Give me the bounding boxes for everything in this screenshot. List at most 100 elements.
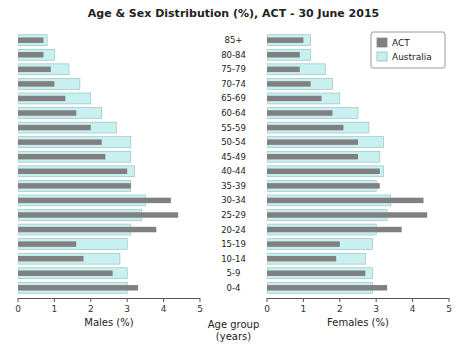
legend-label: ACT	[392, 38, 410, 48]
category-label: 45-49	[221, 152, 246, 162]
bar	[18, 212, 178, 217]
category-label: 0-4	[227, 283, 241, 293]
category-label: 85+	[225, 35, 243, 45]
tick-label: 0	[264, 304, 270, 314]
bar	[267, 37, 303, 42]
category-label: 15-19	[221, 239, 246, 249]
bar	[267, 285, 387, 290]
bar	[267, 256, 336, 261]
tick	[339, 298, 340, 302]
tick-label: 1	[52, 304, 58, 314]
bar	[18, 67, 51, 72]
category-label: 40-44	[221, 166, 246, 176]
bar	[18, 154, 105, 159]
bar	[267, 122, 369, 133]
bar	[18, 37, 43, 42]
tick	[54, 298, 55, 302]
bar	[267, 139, 358, 144]
bar	[267, 166, 383, 177]
plot-left	[18, 35, 178, 294]
bar	[18, 198, 171, 203]
tick	[303, 298, 304, 302]
x-axis	[267, 298, 449, 299]
bar	[267, 96, 322, 101]
bar	[18, 253, 120, 264]
tick-label: 4	[410, 304, 416, 314]
bar	[267, 78, 333, 89]
bar	[267, 169, 380, 174]
tick-label: 5	[446, 304, 452, 314]
tick-label: 0	[15, 304, 21, 314]
bar	[267, 268, 373, 279]
bar	[267, 271, 365, 276]
category-label: 20-24	[221, 225, 246, 235]
bar	[267, 253, 365, 264]
category-label: 70-74	[221, 79, 246, 89]
axis-label: Females (%)	[327, 317, 389, 328]
bar	[18, 93, 91, 104]
tick-label: 3	[124, 304, 130, 314]
legend-swatch	[377, 38, 387, 47]
bar	[18, 268, 127, 279]
legend-swatch	[377, 52, 387, 61]
tick-label: 2	[337, 304, 343, 314]
bar	[267, 239, 373, 250]
tick-label: 4	[161, 304, 167, 314]
bar	[18, 139, 102, 144]
category-label: 55-59	[221, 123, 246, 133]
category-label: 75-79	[221, 64, 246, 74]
legend-frame	[371, 32, 445, 68]
title: Age & Sex Distribution (%), ACT - 30 Jun…	[88, 7, 379, 20]
bar	[18, 125, 91, 130]
chart: Age & Sex Distribution (%), ACT - 30 Jun…	[0, 0, 467, 360]
category-label: 65-69	[221, 93, 246, 103]
bar	[18, 166, 134, 177]
legend-label: Australia	[392, 52, 432, 62]
bar	[18, 96, 65, 101]
bar	[18, 239, 127, 250]
bar	[18, 241, 76, 246]
bar	[267, 108, 358, 119]
bar	[267, 212, 427, 217]
bar	[18, 122, 116, 133]
bar	[267, 52, 300, 57]
bar	[267, 154, 358, 159]
bar	[18, 49, 54, 60]
bar	[18, 227, 156, 232]
bar	[18, 81, 54, 86]
bar	[267, 64, 325, 75]
category-label: 10-14	[221, 254, 246, 264]
category-label: 80-84	[221, 50, 246, 60]
tick-label: 3	[373, 304, 379, 314]
tick	[90, 298, 91, 302]
bar	[18, 110, 76, 115]
bar	[18, 183, 131, 188]
bar	[267, 93, 340, 104]
tick	[412, 298, 413, 302]
bar	[18, 108, 102, 119]
axis-label: Age group(years)	[208, 319, 260, 342]
bar	[18, 137, 131, 148]
bar	[267, 151, 380, 162]
bar	[18, 78, 80, 89]
bar	[267, 49, 311, 60]
bar	[18, 285, 138, 290]
category-label: 25-29	[221, 210, 246, 220]
tick	[376, 298, 377, 302]
bar	[18, 180, 131, 191]
tick-label: 5	[197, 304, 203, 314]
tick-label: 1	[301, 304, 307, 314]
bar	[267, 125, 343, 130]
axis-label-line: Age group	[208, 319, 260, 330]
bar	[267, 35, 311, 46]
x-axis	[18, 298, 200, 299]
bar	[18, 35, 47, 46]
category-label: 35-39	[221, 181, 246, 191]
legend: ACT Australia	[371, 32, 445, 68]
tick	[163, 298, 164, 302]
bar	[267, 81, 311, 86]
tick	[18, 298, 19, 302]
bar	[18, 64, 69, 75]
tick	[200, 298, 201, 302]
bar	[18, 271, 113, 276]
